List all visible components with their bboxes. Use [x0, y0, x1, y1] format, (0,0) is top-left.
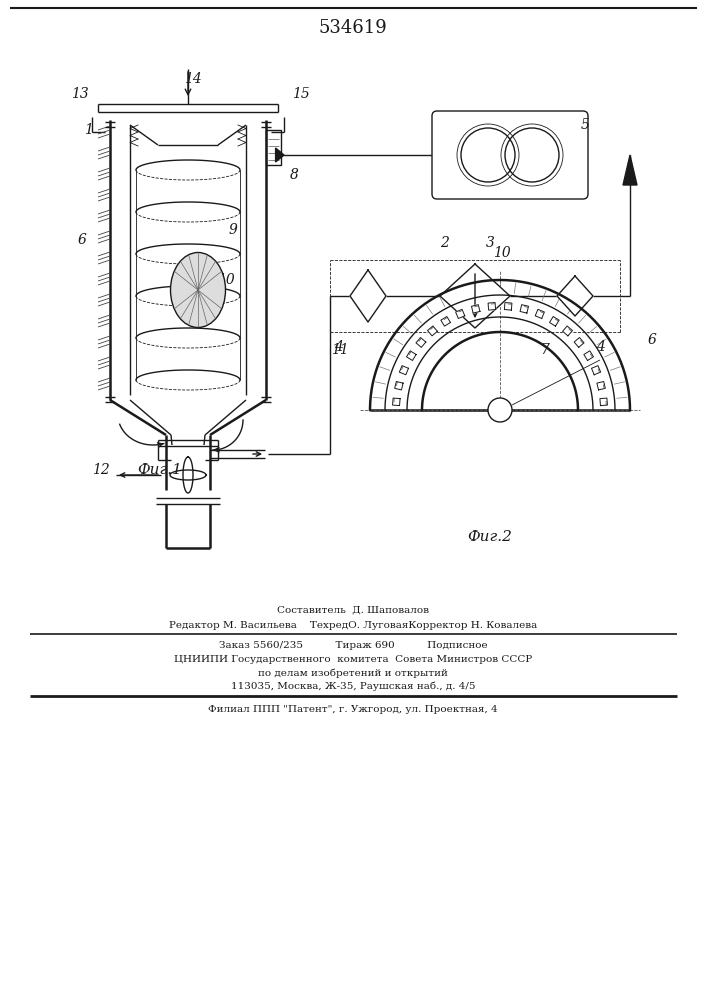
Polygon shape [350, 270, 386, 322]
Polygon shape [549, 317, 559, 326]
Polygon shape [535, 309, 544, 318]
Polygon shape [557, 276, 593, 316]
Polygon shape [407, 351, 416, 360]
Text: 6: 6 [648, 333, 656, 347]
Text: 13: 13 [71, 87, 89, 101]
Text: Редактор М. Васильева    ТехредО. ЛуговаяКорректор Н. Ковалева: Редактор М. Васильева ТехредО. ЛуговаяКо… [169, 620, 537, 630]
Polygon shape [488, 303, 496, 310]
Text: по делам изобретений и открытий: по делам изобретений и открытий [258, 668, 448, 678]
Text: 4: 4 [334, 340, 342, 354]
Polygon shape [563, 326, 573, 336]
Text: 12: 12 [92, 463, 110, 477]
Text: Фиг.1: Фиг.1 [138, 463, 182, 477]
Text: 534619: 534619 [319, 19, 387, 37]
Polygon shape [600, 398, 607, 406]
Text: 1: 1 [83, 123, 93, 137]
Polygon shape [441, 317, 450, 326]
Text: Филиал ППП "Патент", г. Ужгород, ул. Проектная, 4: Филиал ППП "Патент", г. Ужгород, ул. Про… [208, 706, 498, 714]
Polygon shape [392, 398, 400, 406]
Polygon shape [472, 305, 480, 313]
Text: 15: 15 [292, 87, 310, 101]
Text: 10: 10 [217, 273, 235, 287]
Ellipse shape [170, 252, 226, 328]
Polygon shape [623, 155, 637, 185]
Polygon shape [592, 366, 601, 375]
Polygon shape [395, 382, 403, 390]
Polygon shape [416, 338, 426, 347]
Text: 3: 3 [486, 236, 494, 250]
Text: Заказ 5560/235          Тираж 690          Подписное: Заказ 5560/235 Тираж 690 Подписное [218, 642, 487, 650]
Text: ЦНИИПИ Государственного  комитета  Совета Министров СССР: ЦНИИПИ Государственного комитета Совета … [174, 656, 532, 664]
Text: 10: 10 [493, 246, 511, 260]
Text: 9: 9 [228, 223, 238, 237]
Text: 4: 4 [595, 340, 604, 354]
Text: 6: 6 [78, 233, 86, 247]
Text: 2: 2 [440, 236, 450, 250]
Text: 7: 7 [541, 343, 549, 357]
Text: Составитель  Д. Шаповалов: Составитель Д. Шаповалов [277, 605, 429, 614]
Circle shape [488, 398, 512, 422]
Polygon shape [455, 309, 464, 318]
Text: 8: 8 [290, 168, 298, 182]
Text: 11: 11 [331, 343, 349, 357]
Polygon shape [574, 338, 584, 347]
Polygon shape [399, 366, 409, 375]
Text: 113035, Москва, Ж-35, Раушская наб., д. 4/5: 113035, Москва, Ж-35, Раушская наб., д. … [230, 681, 475, 691]
Polygon shape [440, 264, 510, 328]
Polygon shape [276, 148, 284, 162]
FancyBboxPatch shape [432, 111, 588, 199]
Polygon shape [584, 351, 593, 360]
Text: 5: 5 [580, 118, 590, 132]
Polygon shape [504, 303, 512, 310]
Polygon shape [597, 382, 605, 390]
Text: Фиг.2: Фиг.2 [467, 530, 513, 544]
Polygon shape [520, 305, 529, 313]
Text: 14: 14 [184, 72, 202, 86]
Bar [266, 130, 281, 165]
Polygon shape [428, 326, 438, 336]
